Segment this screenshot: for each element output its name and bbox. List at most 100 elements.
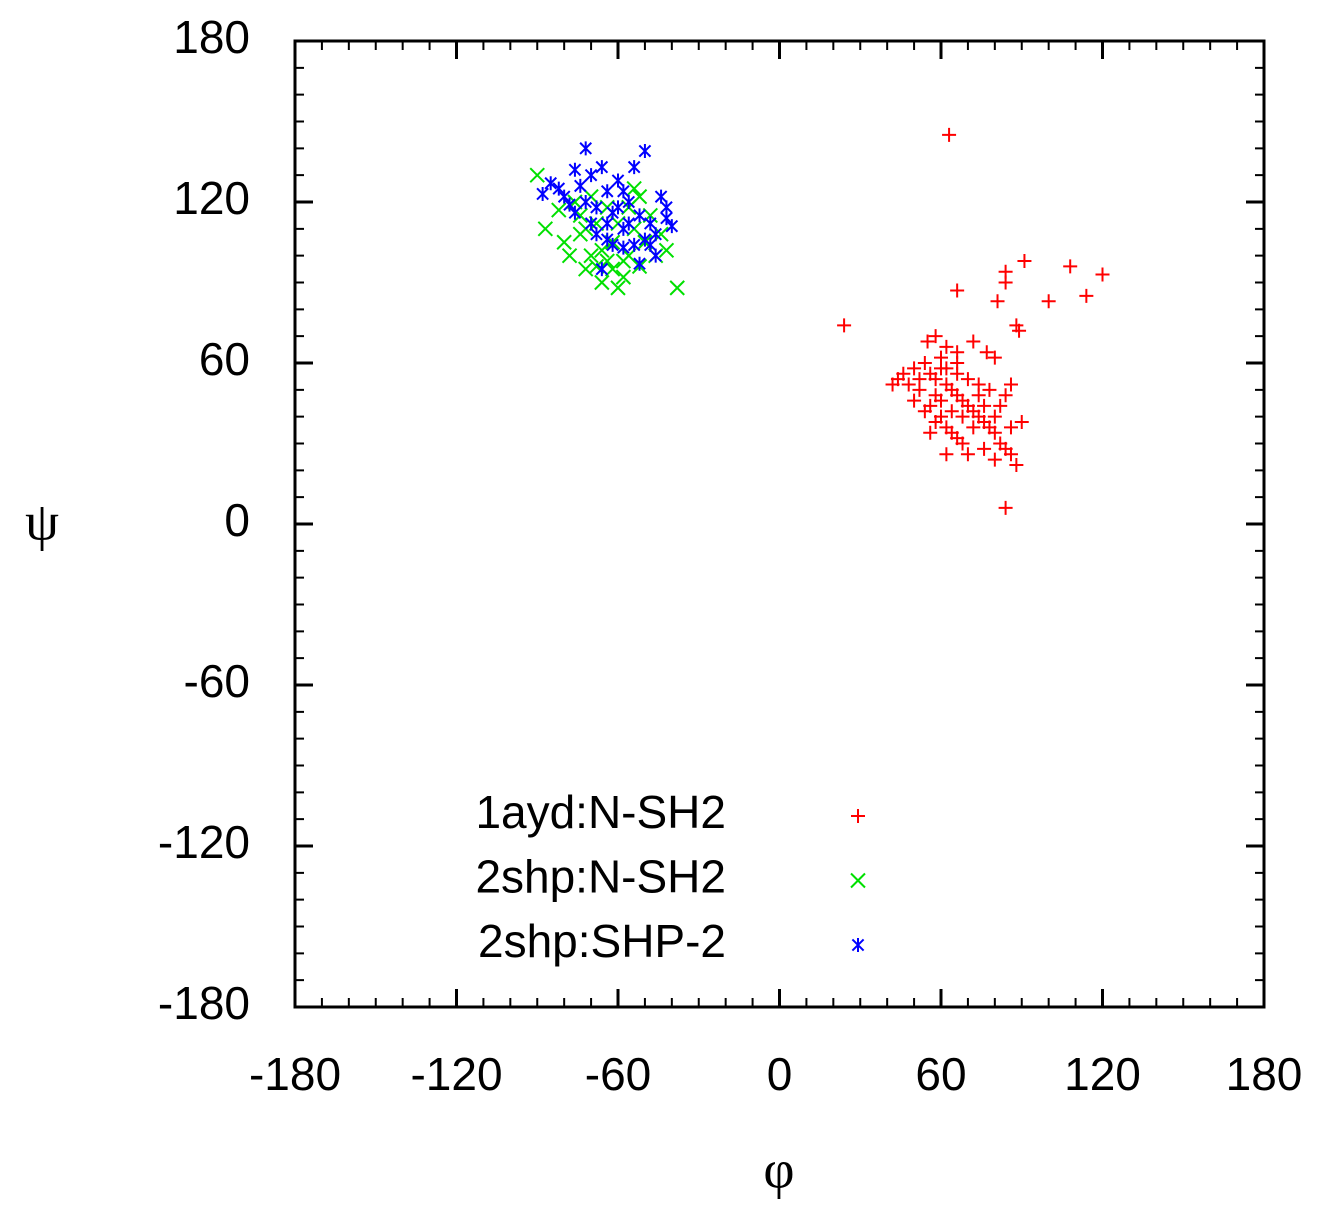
point [1041,294,1056,309]
point [660,200,673,215]
point [987,409,1002,424]
point [617,240,630,255]
point [901,377,916,392]
y-tick-label: -120 [158,816,250,868]
point [604,261,621,277]
point [998,500,1013,515]
x-axis-label: φ [763,1139,794,1199]
point [611,173,625,188]
x-minor-ticks [320,41,1239,1007]
x-tick-label: 60 [915,1048,966,1100]
point [600,184,614,199]
point [556,234,572,250]
point [1003,420,1018,435]
point [950,283,965,298]
point [649,227,662,242]
point [643,237,657,252]
legend-label: 2shp:SHP-2 [478,915,726,967]
point [665,219,679,234]
point [627,237,641,252]
point [529,167,545,183]
point [1079,288,1094,303]
point [944,404,959,419]
point [583,247,599,264]
x-tick-label: 120 [1064,1048,1141,1100]
point [595,262,609,277]
point [568,162,582,177]
point [551,202,567,218]
y-tick-label: -180 [158,977,250,1029]
legend-label: 2shp:N-SH2 [475,851,726,903]
point [837,318,852,333]
point [579,141,593,156]
point [627,160,641,175]
point [885,377,900,392]
point [934,393,948,408]
point [942,127,957,142]
point [950,356,965,370]
point [1017,254,1032,269]
point [912,372,927,387]
point [669,280,685,296]
point [590,200,603,215]
point [557,189,571,204]
x-tick-label: -120 [410,1048,502,1100]
point [966,334,981,349]
point [574,178,587,193]
point [934,361,948,376]
point [982,382,997,397]
point [552,181,566,196]
point [654,189,668,204]
y-tick-label: 0 [224,494,250,546]
x-tick-label: 0 [767,1048,793,1100]
point [1003,447,1018,462]
point [987,452,1002,467]
point [966,420,981,435]
point [649,248,662,263]
point [537,221,554,237]
point [977,441,992,456]
plot-frame [293,39,1266,1009]
point [600,216,614,231]
point [923,425,938,440]
point [1014,415,1029,430]
point [960,372,975,387]
point [977,398,992,413]
legend-marker [851,938,865,952]
point [960,447,975,462]
point [579,195,593,209]
point [987,350,1002,365]
point [568,205,582,220]
point [617,184,630,199]
point [611,200,625,215]
point [595,160,609,175]
point [615,253,632,269]
point [920,334,935,349]
point [979,345,994,360]
legend-marker [851,809,865,823]
legend-marker [850,872,866,889]
y-tick-label: 60 [199,333,250,385]
point [998,388,1013,403]
x-tick-label: -180 [249,1048,341,1100]
point [971,388,986,403]
point [594,274,610,291]
point [928,329,943,344]
point [590,227,603,242]
point [638,144,652,159]
point [1012,323,1027,338]
point [917,356,932,370]
y-tick-label: -60 [184,655,250,707]
point [998,275,1013,290]
point [561,247,578,264]
point [917,404,932,419]
point [993,398,1008,413]
point [615,269,632,285]
point [633,256,646,271]
point [600,232,614,247]
point [939,447,954,462]
legend-label: 1ayd:N-SH2 [475,786,726,838]
y-minor-ticks [295,66,1264,982]
x-tick-label: -60 [585,1048,651,1100]
